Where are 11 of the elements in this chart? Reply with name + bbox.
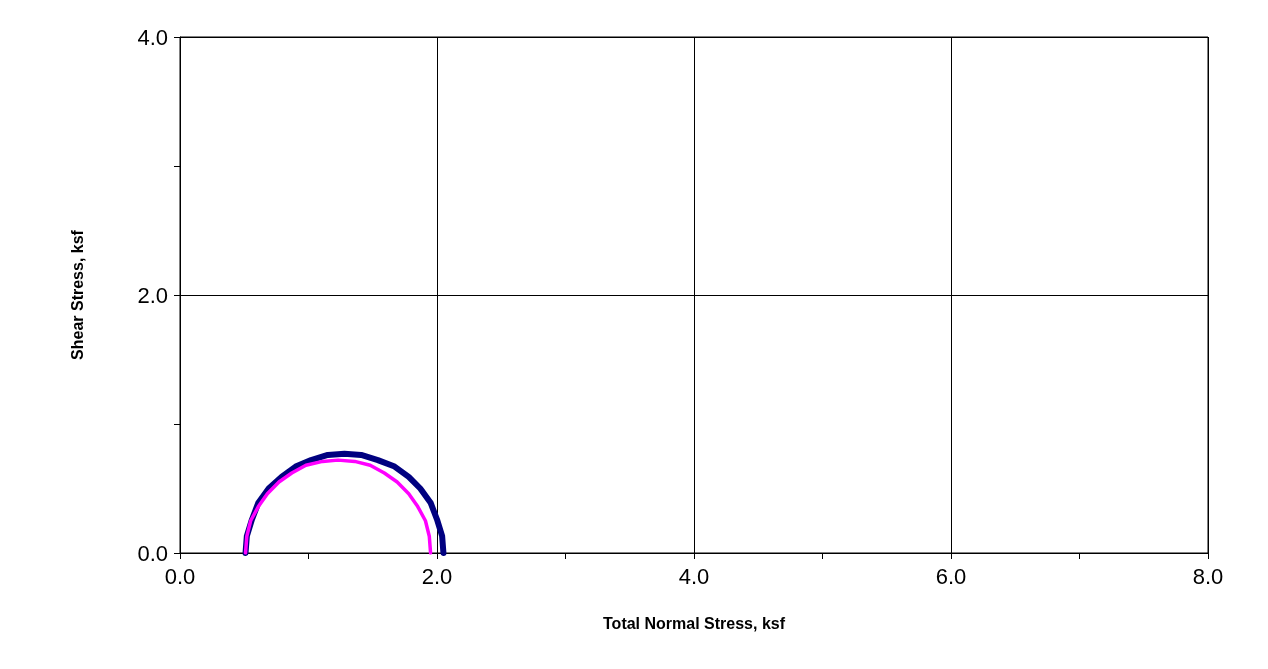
y-tick-label: 0.0 bbox=[137, 540, 168, 566]
y-tick-label: 2.0 bbox=[137, 282, 168, 308]
x-tick-label: 6.0 bbox=[935, 563, 967, 589]
x-tick-label: 4.0 bbox=[678, 563, 710, 589]
x-tick-label: 2.0 bbox=[421, 563, 453, 589]
x-tick-label: 8.0 bbox=[1192, 563, 1224, 589]
x-tick-label: 0.0 bbox=[164, 563, 196, 589]
y-tick-label: 4.0 bbox=[137, 24, 168, 50]
x-axis-title: Total Normal Stress, ksf bbox=[603, 614, 786, 632]
line-series bbox=[243, 458, 433, 555]
y-axis-title: Shear Stress, ksf bbox=[68, 229, 86, 360]
